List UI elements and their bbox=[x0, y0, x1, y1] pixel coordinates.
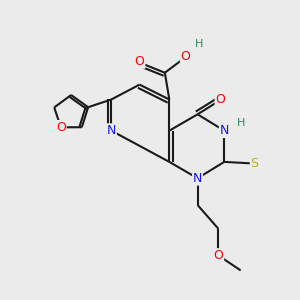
Text: O: O bbox=[181, 50, 190, 63]
Text: N: N bbox=[220, 124, 229, 137]
Text: O: O bbox=[215, 93, 225, 106]
Text: O: O bbox=[135, 55, 145, 68]
Text: O: O bbox=[56, 121, 66, 134]
Text: N: N bbox=[193, 172, 202, 185]
Text: O: O bbox=[213, 249, 223, 262]
Text: H: H bbox=[195, 40, 203, 50]
Text: S: S bbox=[250, 157, 259, 170]
Text: N: N bbox=[107, 124, 116, 137]
Text: H: H bbox=[236, 118, 245, 128]
